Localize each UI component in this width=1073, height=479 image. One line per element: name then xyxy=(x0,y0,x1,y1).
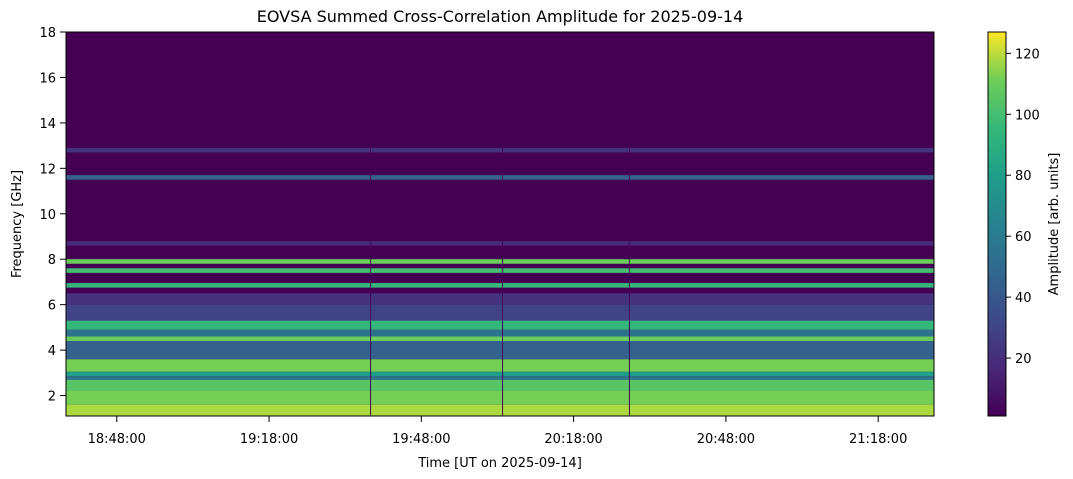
colorbar-tick-label: 20 xyxy=(1015,352,1032,367)
colorbar: 20 40 60 80 100 120 Amplitude [arb. units] xyxy=(987,31,1062,417)
x-tick-label: 20:48:00 xyxy=(697,432,755,447)
x-tick-label: 21:18:00 xyxy=(849,432,907,447)
band-11 xyxy=(66,293,934,305)
band-5 xyxy=(66,359,934,372)
y-tick-label: 14 xyxy=(39,117,56,132)
x-tick-label: 20:18:00 xyxy=(544,432,602,447)
y-axis-label: Frequency [GHz] xyxy=(10,170,25,278)
band-8 xyxy=(66,329,934,337)
band-16 xyxy=(66,147,934,153)
y-tick-label: 18 xyxy=(39,26,56,41)
colorbar-label: Amplitude [arb. units] xyxy=(1047,153,1062,296)
band-3 xyxy=(66,376,934,380)
band-7 xyxy=(66,336,934,342)
colorbar-tick-label: 80 xyxy=(1015,169,1032,184)
x-tick-label: 19:18:00 xyxy=(240,432,298,447)
band-4 xyxy=(66,371,934,377)
band-13 xyxy=(66,268,934,273)
x-axis: 18:48:00 19:18:00 19:48:00 20:18:00 20:48:00… xyxy=(88,416,907,447)
colorbar-tick-label: 120 xyxy=(1015,47,1040,62)
x-axis-label: Time [UT on 2025-09-14] xyxy=(417,456,582,471)
band-2 xyxy=(66,379,934,392)
band-1 xyxy=(66,391,934,405)
y-tick-label: 8 xyxy=(48,253,56,268)
heatmap-panel xyxy=(65,31,935,417)
colorbar-tick-label: 60 xyxy=(1015,230,1032,245)
band-14 xyxy=(66,259,934,264)
band-0 xyxy=(66,404,934,416)
y-axis: 2 4 6 8 10 12 14 16 18 xyxy=(39,26,66,405)
x-tick-label: 19:48:00 xyxy=(392,432,450,447)
band-10 xyxy=(66,304,934,321)
vertical-dropouts xyxy=(370,32,630,416)
colorbar-ticks: 20 40 60 80 100 120 xyxy=(1006,47,1040,367)
band-15 xyxy=(66,241,934,246)
y-tick-label: 6 xyxy=(48,299,56,314)
y-tick-label: 4 xyxy=(48,344,56,359)
frequency-bands xyxy=(66,147,934,416)
y-tick-label: 10 xyxy=(39,208,56,223)
y-tick-label: 2 xyxy=(48,390,56,405)
colorbar-gradient xyxy=(987,31,1007,417)
colorbar-tick-label: 100 xyxy=(1015,108,1040,123)
chart-title: EOVSA Summed Cross-Correlation Amplitude… xyxy=(257,7,744,26)
y-tick-label: 16 xyxy=(39,71,56,86)
plot-frame xyxy=(65,31,935,417)
y-tick-label: 12 xyxy=(39,162,56,177)
colorbar-tick-label: 40 xyxy=(1015,291,1032,306)
band-12 xyxy=(66,283,934,288)
band-6 xyxy=(66,341,934,360)
x-tick-label: 18:48:00 xyxy=(88,432,146,447)
band-9 xyxy=(66,320,934,330)
band-17 xyxy=(66,175,934,180)
